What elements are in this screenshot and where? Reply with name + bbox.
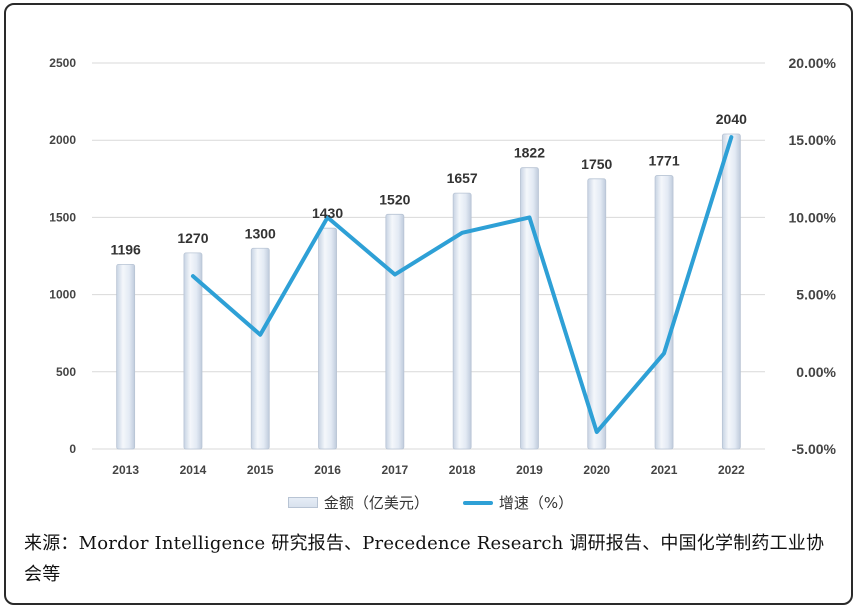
right-axis-tick-label: -5.00%	[792, 441, 837, 457]
bar	[587, 178, 607, 450]
x-axis-tick-label: 2021	[651, 463, 678, 477]
bar-data-label: 1771	[648, 153, 679, 169]
x-axis-tick-label: 2019	[516, 463, 543, 477]
x-axis-tick-label: 2017	[381, 463, 408, 477]
bar-data-label: 1750	[581, 156, 612, 172]
bar-data-label: 2040	[716, 111, 747, 127]
bar	[250, 247, 270, 450]
bar	[654, 175, 674, 450]
x-axis-tick-label: 2022	[718, 463, 745, 477]
chart-legend: 金额（亿美元） 增速（%）	[0, 492, 861, 513]
bar-data-label: 1270	[177, 230, 208, 246]
right-axis-tick-label: 20.00%	[789, 55, 837, 71]
left-axis-tick-label: 0	[69, 442, 76, 456]
chart-frame	[4, 3, 853, 605]
bar-data-label: 1300	[245, 225, 276, 241]
legend-label-growth: 增速（%）	[498, 494, 574, 512]
bar	[116, 263, 136, 450]
legend-item-amount: 金额（亿美元）	[287, 492, 429, 513]
bar-data-label: 1196	[110, 241, 141, 257]
x-axis-tick-label: 2016	[314, 463, 341, 477]
x-axis-tick-label: 2015	[247, 463, 274, 477]
left-axis-tick-label: 2500	[49, 56, 76, 70]
left-axis-tick-label: 2000	[49, 133, 76, 147]
bar-data-label: 1520	[379, 191, 410, 207]
legend-item-growth: 增速（%）	[462, 492, 574, 513]
x-axis-tick-label: 2014	[180, 463, 207, 477]
left-axis-tick-label: 500	[56, 365, 76, 379]
legend-label-amount: 金额（亿美元）	[323, 494, 429, 512]
right-axis-tick-label: 5.00%	[796, 287, 836, 303]
right-axis-tick-label: 10.00%	[789, 209, 837, 225]
source-note: 来源：Mordor Intelligence 研究报告、Precedence R…	[24, 533, 825, 585]
chart: 1196 1270 1300 1430 1520 1657 1822 1750 1771 2040…	[49, 55, 837, 477]
right-axis-tick-label: 15.00%	[789, 132, 837, 148]
bar	[520, 167, 539, 450]
legend-bar-swatch	[287, 497, 318, 508]
bar-data-label: 1430	[312, 205, 343, 221]
bar-data-label: 1657	[447, 170, 478, 186]
legend-line-swatch	[462, 500, 493, 505]
right-axis-tick-label: 0.00%	[796, 364, 836, 380]
bar	[385, 213, 405, 450]
bar	[452, 192, 472, 450]
bar	[721, 133, 741, 450]
bar	[318, 227, 337, 450]
left-axis-tick-label: 1000	[49, 288, 76, 302]
x-axis-tick-label: 2020	[583, 463, 610, 477]
bar	[183, 252, 203, 450]
bar-data-label: 1822	[514, 145, 545, 161]
left-axis-tick-label: 1500	[49, 210, 76, 224]
x-axis-tick-label: 2013	[112, 463, 139, 477]
x-axis-tick-label: 2018	[449, 463, 476, 477]
